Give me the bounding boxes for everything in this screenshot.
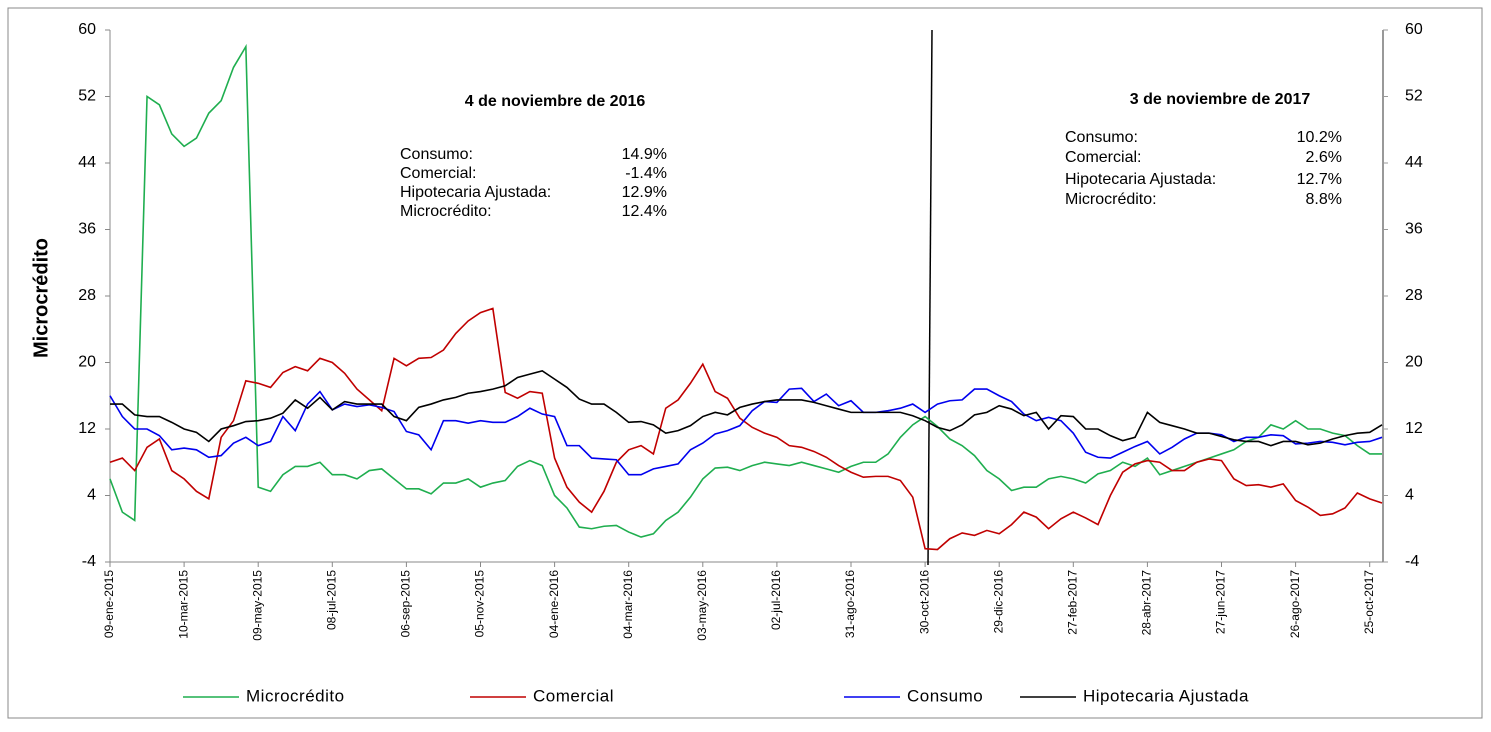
x-tick-label: 10-mar-2015 bbox=[176, 570, 190, 639]
y-tick-label: -4 bbox=[82, 553, 96, 570]
y2-tick-label: 52 bbox=[1405, 88, 1423, 105]
y2-tick-label: 36 bbox=[1405, 221, 1423, 238]
legend-label: Microcrédito bbox=[246, 686, 345, 705]
x-tick-label: 28-abr-2017 bbox=[1140, 570, 1154, 636]
annotation-label: Hipotecaria Ajustada: bbox=[1065, 171, 1216, 188]
annotation-label: Microcrédito: bbox=[1065, 191, 1157, 208]
annotation-value: 12.7% bbox=[1297, 171, 1342, 188]
x-tick-label: 29-dic-2016 bbox=[991, 570, 1005, 634]
annotation-label: Hipotecaria Ajustada: bbox=[400, 184, 551, 201]
annotation-label: Consumo: bbox=[1065, 129, 1138, 146]
y-tick-label: 52 bbox=[78, 88, 96, 105]
series-line bbox=[110, 369, 1383, 447]
x-tick-label: 09-may-2015 bbox=[250, 570, 264, 641]
annotation-value: 2.6% bbox=[1306, 149, 1342, 166]
annotation-value: 14.9% bbox=[622, 146, 667, 163]
legend-label: Comercial bbox=[533, 686, 614, 705]
y2-tick-label: 44 bbox=[1405, 154, 1423, 171]
annotation-label: Microcrédito: bbox=[400, 203, 492, 220]
annotation-label: Consumo: bbox=[400, 146, 473, 163]
x-tick-label: 08-jul-2015 bbox=[324, 570, 338, 630]
y2-tick-label: 12 bbox=[1405, 420, 1423, 437]
annotation-value: 12.9% bbox=[622, 184, 667, 201]
x-tick-label: 27-feb-2017 bbox=[1065, 570, 1079, 635]
y-tick-label: 20 bbox=[78, 354, 96, 371]
x-tick-label: 06-sep-2015 bbox=[399, 570, 413, 638]
series-line bbox=[109, 387, 1383, 476]
y2-tick-label: 4 bbox=[1405, 487, 1414, 504]
y-axis-label: Microcrédito bbox=[30, 238, 52, 358]
x-tick-label: 04-ene-2016 bbox=[547, 570, 561, 638]
annotation-value: 12.4% bbox=[622, 203, 667, 220]
series-line bbox=[109, 43, 1383, 538]
annotation-title: 4 de noviembre de 2016 bbox=[465, 93, 646, 110]
x-tick-label: 09-ene-2015 bbox=[102, 570, 116, 638]
annotation-value: 8.8% bbox=[1306, 191, 1342, 208]
x-tick-label: 05-nov-2015 bbox=[473, 570, 487, 638]
x-tick-label: 27-jun-2017 bbox=[1214, 570, 1228, 634]
legend-label: Consumo bbox=[907, 686, 983, 705]
annotation-title: 3 de noviembre de 2017 bbox=[1130, 91, 1311, 108]
annotation-value: 10.2% bbox=[1297, 129, 1342, 146]
y2-tick-label: -4 bbox=[1405, 553, 1419, 570]
y-tick-label: 44 bbox=[78, 154, 96, 171]
x-tick-label: 02-jul-2016 bbox=[769, 570, 783, 630]
y-tick-label: 36 bbox=[78, 221, 96, 238]
y-tick-label: 60 bbox=[78, 21, 96, 38]
annotation-label: Comercial: bbox=[400, 165, 476, 182]
x-tick-label: 30-oct-2016 bbox=[917, 570, 931, 634]
reference-line bbox=[927, 29, 933, 566]
y-tick-label: 4 bbox=[87, 487, 96, 504]
x-tick-label: 04-mar-2016 bbox=[621, 570, 635, 639]
legend-label: Hipotecaria Ajustada bbox=[1083, 686, 1249, 705]
x-tick-label: 03-may-2016 bbox=[695, 570, 709, 641]
y2-tick-label: 20 bbox=[1405, 354, 1423, 371]
series-line bbox=[109, 307, 1383, 551]
y-tick-label: 28 bbox=[78, 287, 96, 304]
annotation-value: -1.4% bbox=[625, 165, 667, 182]
x-tick-label: 26-ago-2017 bbox=[1288, 570, 1302, 638]
y-tick-label: 12 bbox=[78, 420, 96, 437]
annotation-label: Comercial: bbox=[1065, 149, 1141, 166]
x-tick-label: 25-oct-2017 bbox=[1362, 570, 1376, 634]
frame bbox=[7, 7, 1483, 719]
x-tick-label: 31-ago-2016 bbox=[843, 570, 857, 638]
y2-tick-label: 60 bbox=[1405, 21, 1423, 38]
y2-tick-label: 28 bbox=[1405, 287, 1423, 304]
